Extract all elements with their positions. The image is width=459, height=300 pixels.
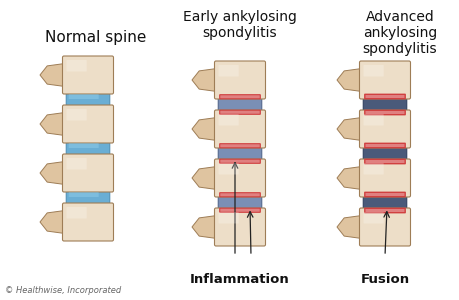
Polygon shape — [191, 69, 216, 92]
Polygon shape — [336, 118, 360, 140]
FancyBboxPatch shape — [218, 196, 261, 209]
FancyBboxPatch shape — [218, 65, 238, 76]
FancyBboxPatch shape — [62, 105, 113, 143]
Text: © Healthwise, Incorporated: © Healthwise, Incorporated — [5, 286, 121, 295]
FancyBboxPatch shape — [218, 98, 261, 111]
FancyBboxPatch shape — [359, 61, 409, 99]
FancyBboxPatch shape — [68, 143, 99, 148]
Polygon shape — [40, 64, 64, 86]
FancyBboxPatch shape — [67, 109, 86, 121]
Polygon shape — [40, 211, 64, 233]
FancyBboxPatch shape — [62, 56, 113, 94]
FancyBboxPatch shape — [67, 158, 86, 169]
FancyBboxPatch shape — [67, 207, 86, 218]
FancyBboxPatch shape — [68, 94, 99, 99]
Polygon shape — [40, 162, 64, 184]
FancyBboxPatch shape — [214, 61, 265, 99]
FancyBboxPatch shape — [359, 110, 409, 148]
FancyBboxPatch shape — [66, 93, 110, 106]
FancyBboxPatch shape — [364, 94, 404, 99]
FancyBboxPatch shape — [218, 114, 238, 125]
FancyBboxPatch shape — [219, 144, 260, 148]
Text: Advanced
ankylosing
spondylitis: Advanced ankylosing spondylitis — [362, 10, 437, 56]
Text: Inflammation: Inflammation — [190, 273, 289, 286]
FancyBboxPatch shape — [363, 212, 383, 224]
FancyBboxPatch shape — [219, 159, 260, 163]
FancyBboxPatch shape — [219, 110, 260, 114]
Polygon shape — [191, 167, 216, 189]
FancyBboxPatch shape — [67, 60, 86, 71]
FancyBboxPatch shape — [219, 95, 260, 99]
Polygon shape — [191, 118, 216, 140]
FancyBboxPatch shape — [363, 65, 383, 76]
FancyBboxPatch shape — [363, 163, 383, 175]
FancyBboxPatch shape — [219, 208, 260, 212]
FancyBboxPatch shape — [62, 203, 113, 241]
FancyBboxPatch shape — [359, 208, 409, 246]
FancyBboxPatch shape — [363, 147, 406, 160]
FancyBboxPatch shape — [214, 159, 265, 197]
Polygon shape — [40, 112, 64, 135]
FancyBboxPatch shape — [364, 208, 404, 213]
FancyBboxPatch shape — [68, 192, 99, 197]
FancyBboxPatch shape — [363, 196, 406, 209]
Polygon shape — [336, 216, 360, 238]
FancyBboxPatch shape — [364, 143, 404, 148]
FancyBboxPatch shape — [214, 110, 265, 148]
FancyBboxPatch shape — [214, 208, 265, 246]
FancyBboxPatch shape — [66, 191, 110, 204]
Text: Early ankylosing
spondylitis: Early ankylosing spondylitis — [183, 10, 297, 40]
FancyBboxPatch shape — [364, 159, 404, 164]
FancyBboxPatch shape — [219, 193, 260, 197]
Polygon shape — [191, 216, 216, 238]
FancyBboxPatch shape — [218, 212, 238, 224]
FancyBboxPatch shape — [62, 154, 113, 192]
FancyBboxPatch shape — [364, 192, 404, 197]
Text: Fusion: Fusion — [360, 273, 409, 286]
FancyBboxPatch shape — [359, 159, 409, 197]
FancyBboxPatch shape — [218, 163, 238, 175]
Polygon shape — [336, 167, 360, 189]
FancyBboxPatch shape — [218, 147, 261, 160]
Polygon shape — [336, 69, 360, 92]
Text: Normal spine: Normal spine — [45, 30, 146, 45]
FancyBboxPatch shape — [363, 114, 383, 125]
FancyBboxPatch shape — [66, 142, 110, 155]
FancyBboxPatch shape — [364, 110, 404, 115]
FancyBboxPatch shape — [363, 98, 406, 111]
